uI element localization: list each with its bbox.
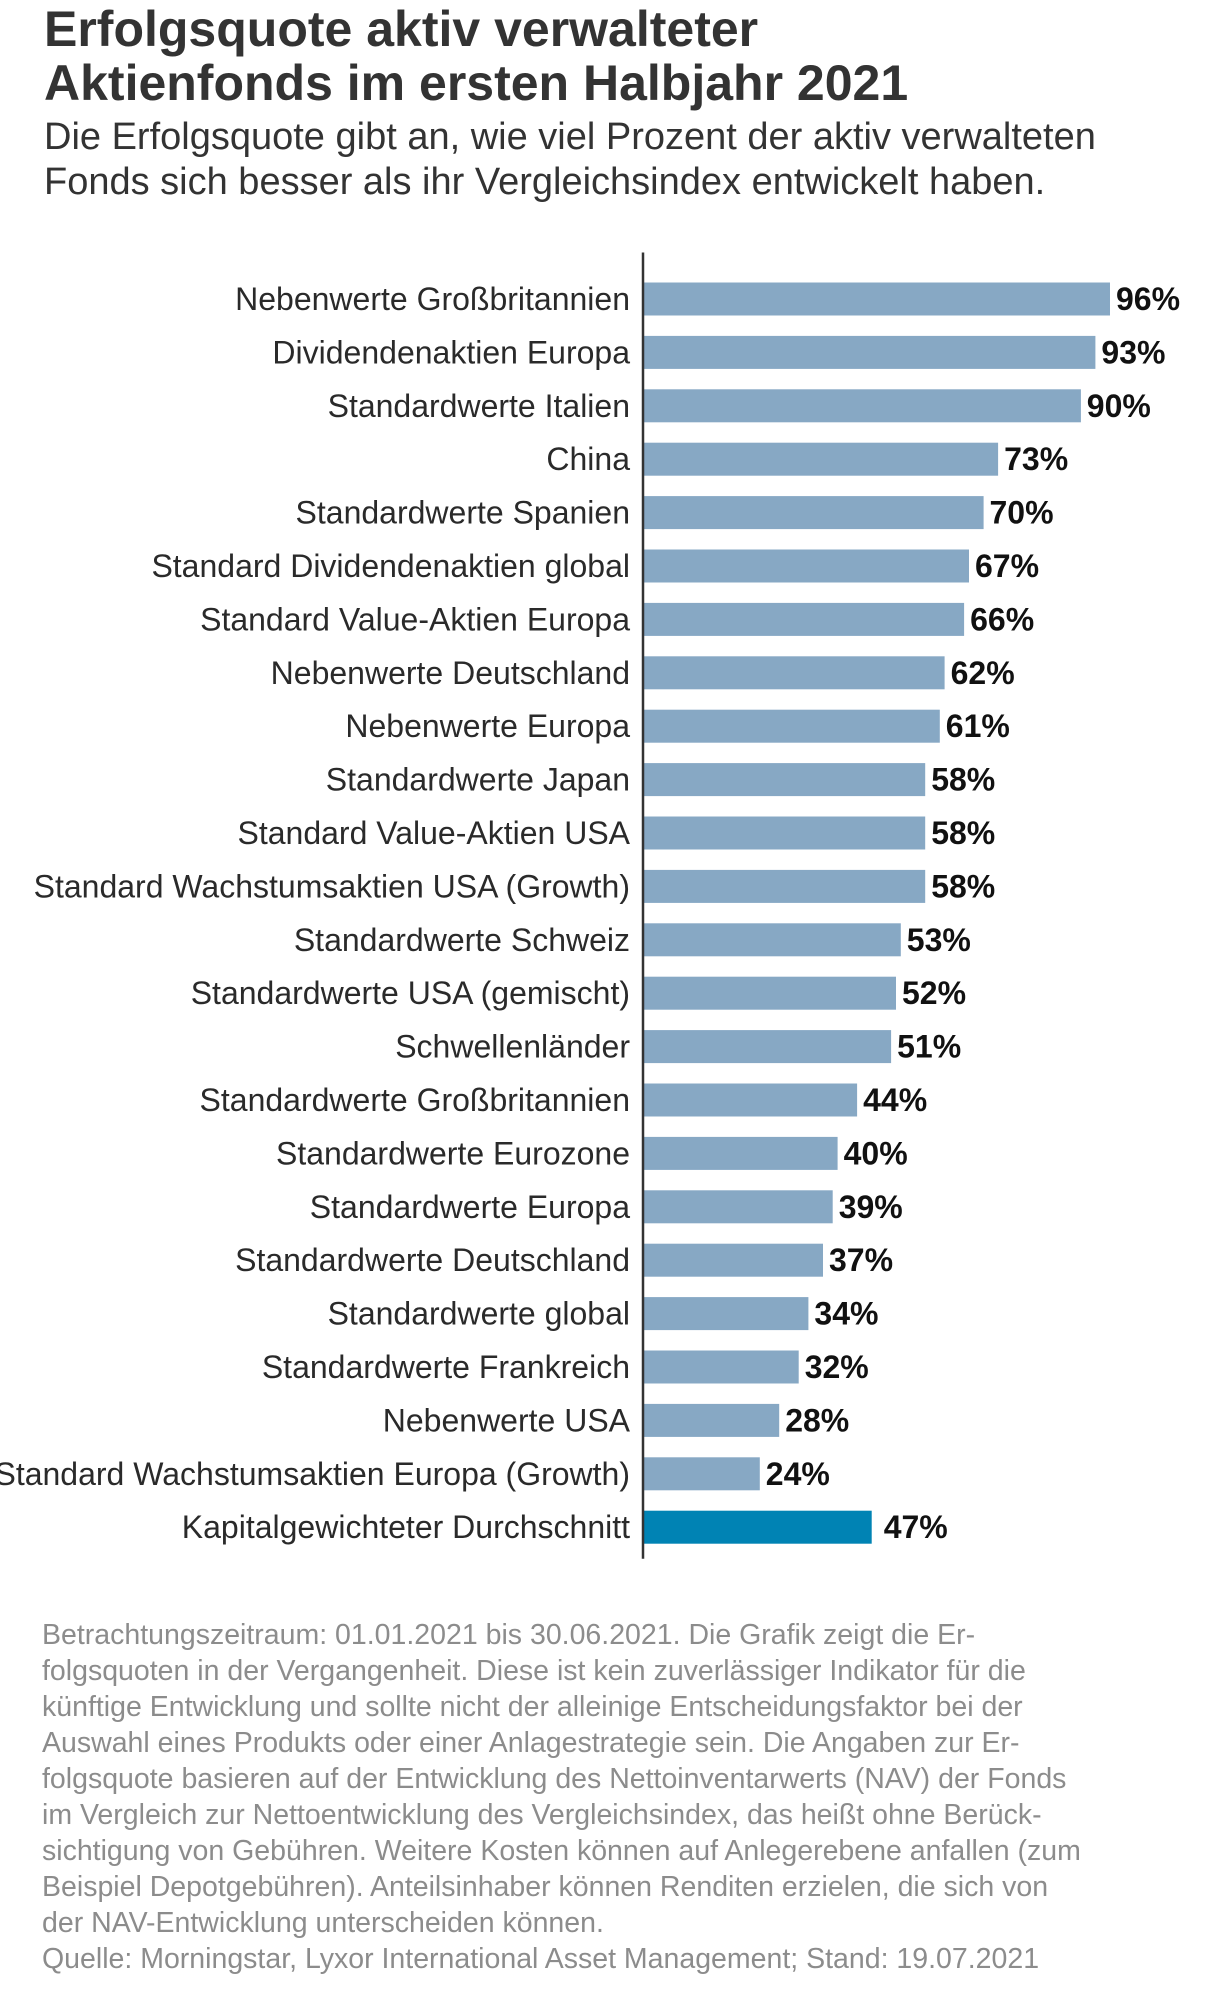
data-label: 67%	[975, 548, 1039, 584]
data-label: 58%	[931, 815, 995, 851]
category-label: Nebenwerte USA	[383, 1402, 631, 1438]
category-label: Standardwerte Italien	[328, 388, 630, 424]
data-label: 58%	[931, 868, 995, 904]
category-label: Standardwerte Großbritannien	[200, 1082, 630, 1118]
footnote: Betrachtungszeitraum: 01.01.2021 bis 30.…	[42, 1617, 1202, 1977]
category-label: Standardwerte Europa	[310, 1189, 630, 1225]
data-label: 34%	[814, 1296, 878, 1332]
data-label: 37%	[829, 1242, 893, 1278]
category-label: Standardwerte Frankreich	[262, 1349, 630, 1385]
category-label: Standard Value-Aktien USA	[237, 815, 630, 851]
bar-13	[643, 923, 901, 957]
bar-chart: Nebenwerte Großbritannien 96% Dividendenak…	[0, 252, 1180, 1559]
source-line: Quelle: Morningstar, Lyxor International…	[42, 1943, 1040, 1975]
category-label: Nebenwerte Deutschland	[271, 655, 630, 691]
data-label: 90%	[1087, 388, 1151, 424]
chart-title-line-1: Erfolgsquote aktiv verwalteter	[44, 1, 759, 57]
category-label: Schwellenländer	[395, 1029, 630, 1065]
category-label: Standardwerte global	[328, 1296, 630, 1332]
footnote-line-6: im Vergleich zur Nettoentwicklung des Ve…	[42, 1799, 1042, 1831]
bar-14	[643, 976, 896, 1010]
footnote-text: Betrachtungszeitraum: 01.01.2021 bis 30.…	[42, 1617, 1202, 1941]
bar-4	[643, 442, 999, 476]
data-label: 52%	[902, 975, 966, 1011]
bar-9	[643, 709, 940, 743]
category-label: Standard Dividendenaktien global	[151, 548, 630, 584]
data-label: 93%	[1101, 334, 1165, 370]
data-label: 40%	[844, 1135, 908, 1171]
data-label: 47%	[884, 1509, 948, 1545]
chart-title: Erfolgsquote aktiv verwalteter Aktienfon…	[44, 2, 1194, 110]
data-label: 24%	[766, 1456, 830, 1492]
category-label: Standardwerte Deutschland	[235, 1242, 630, 1278]
data-label: 73%	[1004, 441, 1068, 477]
bar-3	[643, 389, 1081, 423]
footnote-line-3: künftige Entwicklung und sollte nicht de…	[42, 1691, 1023, 1723]
data-label: 61%	[946, 708, 1010, 744]
category-label: Nebenwerte Großbritannien	[235, 281, 630, 317]
footnote-line-4: Auswahl eines Produkts oder einer Anlage…	[42, 1727, 1020, 1759]
bar-1	[643, 282, 1110, 316]
footnote-line-2: folgsquoten in der Vergangenheit. Diese …	[42, 1655, 1026, 1687]
data-label: 96%	[1116, 281, 1180, 317]
data-label: 58%	[931, 762, 995, 798]
chart-subtitle: Die Erfolgsquote gibt an, wie viel Proze…	[44, 115, 1204, 205]
bar-23	[643, 1457, 760, 1491]
footnote-line-8: Beispiel Depotgebühren). Anteilsinhaber …	[42, 1871, 1049, 1903]
category-label: Standard Wachstumsaktien Europa (Growth)	[0, 1456, 630, 1492]
bar-11	[643, 816, 926, 850]
data-label: 32%	[805, 1349, 869, 1385]
category-label: Kapitalgewichteter Durchschnitt	[182, 1509, 630, 1545]
data-label: 70%	[990, 495, 1054, 531]
category-label: Standard Value-Aktien Europa	[200, 601, 630, 637]
bar-19	[643, 1243, 823, 1277]
footnote-line-7: sichtigung von Gebühren. Weitere Kosten …	[42, 1835, 1081, 1867]
bar-2	[643, 335, 1096, 369]
data-label: 44%	[863, 1082, 927, 1118]
category-label: Standardwerte Spanien	[296, 495, 630, 531]
bar-6	[643, 549, 969, 583]
category-label: China	[546, 441, 630, 477]
footnote-line-1: Betrachtungszeitraum: 01.01.2021 bis 30.…	[42, 1619, 976, 1651]
data-label: 53%	[907, 922, 971, 958]
bar-21	[643, 1350, 799, 1384]
category-label: Nebenwerte Europa	[345, 708, 630, 744]
category-label: Standardwerte USA (gemischt)	[191, 975, 630, 1011]
category-label: Standardwerte Schweiz	[294, 922, 630, 958]
bar-22	[643, 1403, 780, 1437]
category-label: Standardwerte Japan	[326, 762, 630, 798]
data-label: 39%	[839, 1189, 903, 1225]
category-label: Standardwerte Eurozone	[276, 1135, 630, 1171]
category-label: Dividendenaktien Europa	[272, 334, 630, 370]
bar-17	[643, 1136, 838, 1170]
data-label: 28%	[785, 1402, 849, 1438]
bar-8	[643, 656, 945, 690]
category-label: Standard Wachstumsaktien USA (Growth)	[34, 868, 630, 904]
bar-18	[643, 1190, 833, 1224]
footnote-line-9: der NAV-Entwicklung unterscheiden können…	[42, 1907, 604, 1939]
bar-10	[643, 763, 926, 797]
bar-7	[643, 602, 965, 636]
chart-subtitle-line-1: Die Erfolgsquote gibt an, wie viel Proze…	[44, 116, 1096, 158]
bar-5	[643, 496, 984, 530]
data-label: 62%	[951, 655, 1015, 691]
chart-subtitle-line-2: Fonds sich besser als ihr Vergleichsinde…	[44, 161, 1046, 203]
bar-average	[643, 1510, 872, 1544]
bar-12	[643, 869, 926, 903]
data-label: 66%	[970, 601, 1034, 637]
bar-15	[643, 1030, 892, 1064]
footnote-line-5: folgsquote basieren auf der Entwicklung …	[42, 1763, 1067, 1795]
chart-title-line-2: Aktienfonds im ersten Halbjahr 2021	[44, 55, 909, 111]
bar-20	[643, 1297, 809, 1331]
data-label: 51%	[897, 1029, 961, 1065]
bar-16	[643, 1083, 858, 1117]
